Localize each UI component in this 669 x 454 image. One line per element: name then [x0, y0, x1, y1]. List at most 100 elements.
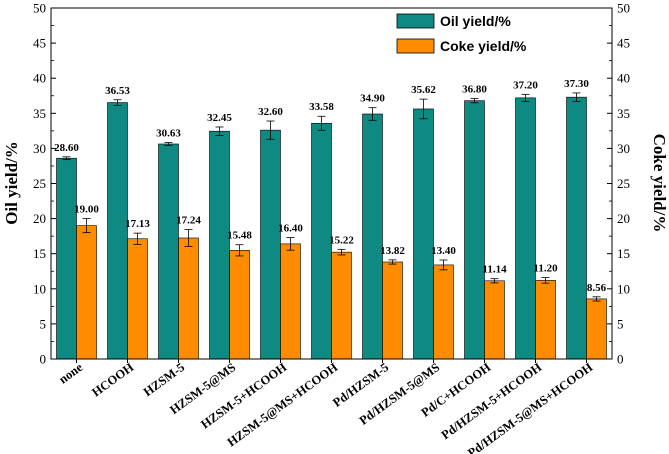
- oil-error-bar-7: [419, 98, 428, 120]
- y-tick-label-right-8: 40: [617, 71, 630, 86]
- oil-data-label-2: 30.63: [156, 128, 181, 140]
- oil-data-label-0: 28.60: [54, 142, 79, 154]
- coke-bar-4: [280, 243, 301, 360]
- y-tick-label-left-5: 25: [33, 176, 46, 191]
- oil-bar-0: [56, 157, 77, 360]
- y-tick-label-right-9: 45: [617, 36, 630, 51]
- coke-data-label-2: 17.24: [176, 215, 201, 227]
- coke-bar-5: [331, 251, 352, 360]
- coke-bar-2: [178, 237, 199, 360]
- coke-data-label-10: 8.56: [587, 282, 607, 294]
- coke-error-bar-8: [490, 278, 499, 284]
- oil-bar-3: [209, 130, 230, 360]
- coke-error-bar-4: [286, 237, 295, 251]
- y-tick-label-right-6: 30: [617, 141, 630, 156]
- coke-error-bar-5: [337, 248, 346, 256]
- oil-bar-8: [464, 100, 485, 360]
- oil-error-bar-4: [266, 120, 275, 140]
- oil-bar-7: [413, 108, 434, 360]
- oil-error-bar-3: [215, 126, 224, 136]
- coke-bar-0: [76, 225, 97, 360]
- bars-layer: [56, 96, 607, 360]
- coke-error-bar-1: [133, 232, 142, 245]
- y-axis-title-right: Coke yield/%: [650, 134, 669, 233]
- y-tick-label-right-0: 0: [617, 352, 624, 367]
- oil-data-label-7: 35.62: [411, 84, 436, 96]
- x-category-label-2: HZSM-5: [141, 360, 187, 399]
- y-tick-label-left-2: 10: [33, 281, 46, 296]
- coke-error-bar-6: [388, 259, 397, 265]
- y-tick-label-left-0: 0: [40, 352, 47, 367]
- oil-data-label-6: 34.90: [360, 93, 385, 105]
- oil-error-bar-6: [368, 107, 377, 121]
- y-tick-label-left-9: 45: [33, 36, 46, 51]
- x-category-label-4: HZSM-5+HCOOH: [198, 360, 289, 432]
- oil-error-bar-10: [572, 92, 581, 102]
- coke-data-label-3: 15.48: [227, 230, 252, 242]
- coke-bar-9: [535, 280, 556, 360]
- oil-data-label-5: 33.58: [309, 101, 334, 113]
- data-labels-layer: 28.60 36.53 30.63 32.45 32.60 33.58 34.90 35.62…: [54, 78, 607, 294]
- legend-swatch-oil: [396, 13, 435, 29]
- oil-data-label-1: 36.53: [105, 85, 130, 97]
- coke-error-bar-3: [235, 244, 244, 257]
- oil-data-label-9: 37.20: [513, 79, 538, 91]
- y-tick-label-right-3: 15: [617, 246, 630, 261]
- error-bars-layer: [62, 92, 601, 302]
- legend-label-oil: Oil yield/%: [440, 13, 511, 29]
- oil-bar-2: [158, 143, 179, 360]
- y-tick-label-right-7: 35: [617, 106, 630, 121]
- oil-error-bar-0: [62, 156, 71, 161]
- oil-bar-1: [107, 102, 128, 360]
- coke-bar-1: [127, 238, 148, 360]
- oil-data-label-8: 36.80: [462, 84, 487, 96]
- y-tick-label-right-1: 5: [617, 316, 624, 331]
- coke-error-bar-10: [592, 296, 601, 302]
- oil-data-label-4: 32.60: [258, 106, 283, 118]
- category-labels-layer: none HCOOH HZSM-5HZSM-5@MSHZSM-5+HCOOHHZSM…: [56, 360, 595, 454]
- coke-error-bar-2: [184, 229, 193, 247]
- coke-bar-3: [229, 250, 250, 360]
- legend-swatch-coke: [396, 38, 435, 54]
- y-tick-label-left-4: 20: [33, 211, 46, 226]
- oil-error-bar-1: [113, 99, 122, 106]
- coke-data-label-9: 11.20: [533, 263, 558, 275]
- legend: Oil yield/% Coke yield/%: [396, 13, 527, 54]
- coke-bar-6: [382, 261, 403, 360]
- ticks-layer: 0 0 5 5 10 10 15 15 20 20 25 25 30 30 35 35 40 40 45 45 50 50: [33, 1, 630, 367]
- coke-error-bar-9: [541, 277, 550, 284]
- legend-label-coke: Coke yield/%: [440, 38, 527, 54]
- y-tick-label-right-5: 25: [617, 176, 630, 191]
- x-category-label-0: none: [56, 360, 85, 387]
- y-tick-label-left-8: 40: [33, 71, 46, 86]
- y-tick-label-left-6: 30: [33, 141, 46, 156]
- y-tick-label-right-4: 20: [617, 211, 630, 226]
- coke-data-label-1: 17.13: [125, 218, 150, 230]
- oil-bar-4: [260, 129, 281, 360]
- coke-data-label-0: 19.00: [74, 204, 99, 216]
- coke-bar-7: [433, 264, 454, 360]
- coke-bar-10: [586, 298, 607, 360]
- y-tick-label-right-10: 50: [617, 1, 630, 16]
- coke-error-bar-7: [439, 259, 448, 271]
- coke-data-label-8: 11.14: [482, 264, 507, 276]
- y-tick-label-left-3: 15: [33, 246, 46, 261]
- y-tick-label-left-7: 35: [33, 106, 46, 121]
- oil-bar-9: [515, 97, 536, 360]
- coke-error-bar-0: [82, 218, 91, 234]
- oil-data-label-10: 37.30: [564, 78, 589, 90]
- coke-data-label-5: 15.22: [329, 234, 354, 246]
- oil-data-label-3: 32.45: [207, 112, 232, 124]
- coke-data-label-6: 13.82: [380, 245, 405, 257]
- oil-error-bar-9: [521, 93, 530, 102]
- oil-error-bar-5: [317, 115, 326, 131]
- y-tick-label-left-10: 50: [33, 1, 46, 16]
- oil-error-bar-8: [470, 98, 479, 104]
- oil-error-bar-2: [164, 142, 173, 146]
- y-tick-label-left-1: 5: [40, 316, 47, 331]
- x-category-label-1: HCOOH: [89, 360, 136, 400]
- oil-bar-10: [566, 96, 587, 360]
- coke-data-label-7: 13.40: [431, 245, 456, 257]
- y-axis-title-left: Oil yield/%: [2, 141, 21, 225]
